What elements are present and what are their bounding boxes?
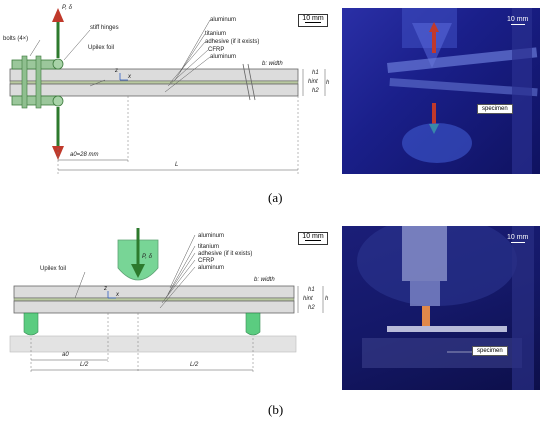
beam-mid-layer	[9, 80, 299, 85]
beam-top-layer	[9, 68, 299, 82]
caption-a: (a)	[268, 190, 283, 205]
L-label-a: L	[175, 162, 179, 168]
right-support	[245, 312, 261, 336]
scale-box-a: 10 mm	[298, 14, 328, 27]
load-label-a: P, δ	[62, 5, 72, 11]
photo-b: 10 mm specimen	[342, 226, 540, 390]
photo-b-scene	[357, 226, 534, 390]
photo-scale-b: 10 mm	[507, 234, 528, 243]
aluminum-top-label-a: aluminum	[210, 17, 237, 23]
photo-a: 10 mm specimen	[342, 8, 540, 174]
aluminum-bottom-label-a: aluminum	[210, 54, 237, 60]
beam-top-layer-b	[13, 285, 295, 299]
specimen-tag-a: specimen	[477, 104, 513, 114]
stiff-hinges-label: stiff hinges	[90, 25, 119, 31]
upilex-label-a: Upilex foil	[88, 45, 115, 51]
width-label-a: b: width	[262, 61, 283, 67]
beam-mid-layer-b	[13, 297, 295, 302]
h2-label-b: h2	[308, 305, 315, 311]
photo-scale-text-a: 10 mm	[507, 16, 529, 23]
left-support	[23, 312, 39, 336]
cfrp-label-a: CFRP	[208, 47, 225, 53]
adhesive-label-b: adhesive (if it exists)	[198, 251, 253, 257]
L2-left-label-b: L/2	[80, 362, 89, 368]
caption-b: (b)	[268, 402, 284, 417]
beam-bottom-layer	[9, 83, 299, 97]
panel-a-diagram	[9, 8, 326, 175]
h-label-b: h	[325, 296, 329, 302]
photo-a-scene	[387, 8, 538, 174]
photo-scale-a: 10 mm	[507, 16, 528, 25]
adhesive-label-a: adhesive (if it exists)	[205, 39, 260, 45]
scale-text-b: 10 mm	[302, 233, 324, 240]
a0-label-a: a0=28 mm	[70, 152, 99, 158]
h-label-a: h	[326, 80, 330, 86]
x-axis-label-a: x	[128, 74, 131, 80]
aluminum-top-label-b: aluminum	[198, 233, 225, 239]
a0-label-b: a0	[62, 352, 69, 358]
cfrp-label-b: CFRP	[198, 258, 215, 264]
load-label-b: P, δ	[142, 254, 152, 260]
z-axis-label-a: z	[115, 68, 118, 74]
h1-label-b: h1	[308, 287, 315, 293]
titanium-label-a: titanium	[205, 31, 227, 37]
L2-right-label-b: L/2	[190, 362, 199, 368]
h2-label-a: h2	[312, 88, 319, 94]
x-axis-label-b: x	[116, 292, 119, 298]
photo-scale-text-b: 10 mm	[507, 234, 529, 241]
upilex-label-b: Upilex foil	[40, 266, 67, 272]
h1-label-a: h1	[312, 70, 319, 76]
aluminum-bottom-label-b: aluminum	[198, 265, 225, 271]
bolts-label-a: bolts (4×)	[3, 36, 29, 42]
panel-b-diagram	[9, 228, 324, 372]
width-label-b: b: width	[254, 277, 275, 283]
scale-box-b: 10 mm	[298, 232, 328, 245]
hint-label-a: hint	[308, 79, 318, 85]
hint-label-b: hint	[303, 296, 313, 302]
support-base	[9, 335, 297, 353]
beam-bottom-layer-b	[13, 300, 295, 314]
scale-text-a: 10 mm	[302, 15, 324, 22]
z-axis-label-b: z	[104, 286, 107, 292]
titanium-label-b: titanium	[198, 244, 220, 250]
specimen-tag-b: specimen	[472, 346, 508, 356]
